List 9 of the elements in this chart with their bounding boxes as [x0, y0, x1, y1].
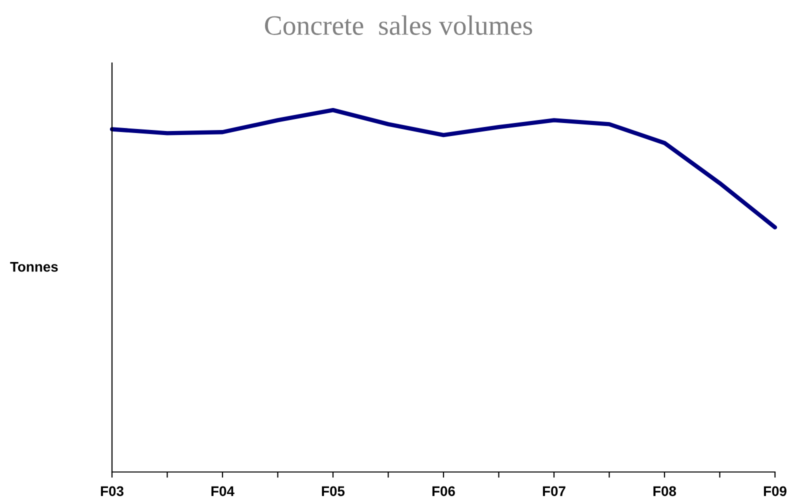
x-tick-label: F06 — [432, 486, 455, 496]
y-axis-title: Tonnes — [10, 262, 58, 272]
x-tick-label: F08 — [653, 486, 676, 496]
chart-title: Concrete sales volumes — [265, 15, 532, 35]
x-tick-label: F05 — [322, 486, 345, 496]
x-tick-label: F09 — [764, 486, 786, 496]
x-tick-label: F03 — [100, 486, 124, 496]
x-tick-label: F07 — [542, 486, 566, 496]
x-tick-label: F04 — [211, 486, 234, 496]
